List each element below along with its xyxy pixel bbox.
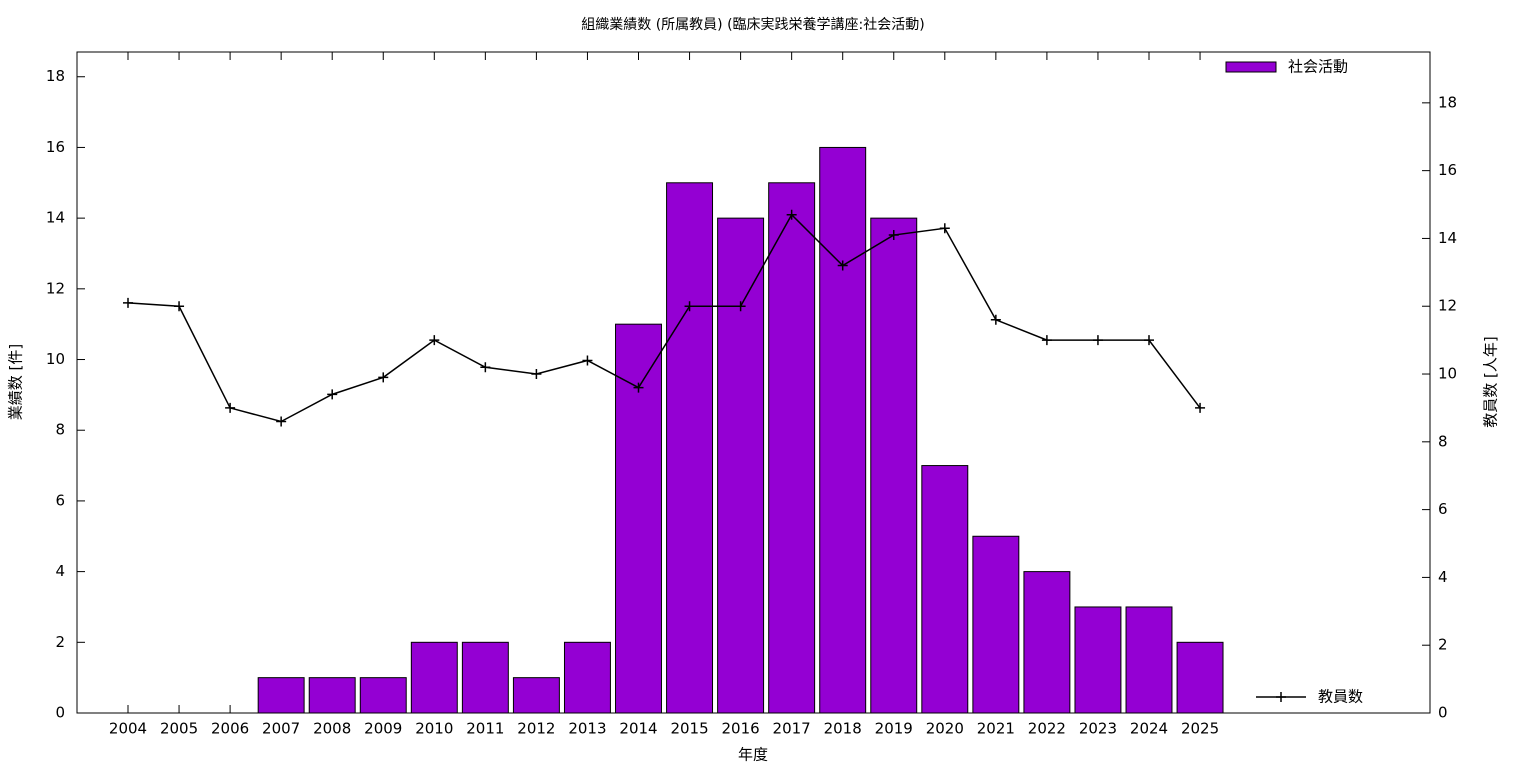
y2-tick-label: 16 [1438, 161, 1457, 179]
x-tick-label: 2023 [1079, 720, 1117, 738]
point [837, 260, 848, 271]
y2-tick-label: 2 [1438, 636, 1448, 654]
y-tick-label: 18 [46, 67, 65, 85]
point [786, 209, 797, 220]
x-tick-label: 2004 [109, 720, 147, 738]
x-tick-label: 2022 [1028, 720, 1066, 738]
point [480, 362, 491, 373]
x-tick-label: 2005 [160, 720, 198, 738]
x-tick-label: 2010 [415, 720, 453, 738]
point [1195, 402, 1206, 413]
x-tick-label: 2016 [722, 720, 760, 738]
bar [972, 535, 1020, 714]
x-tick-label: 2021 [977, 720, 1015, 738]
bar [1125, 606, 1173, 714]
line [127, 213, 1201, 423]
y2-tick-label: 18 [1438, 93, 1457, 111]
point [1092, 335, 1103, 346]
x-tick-label: 2017 [773, 720, 811, 738]
x-tick-label: 2013 [568, 720, 606, 738]
y-tick-label: 6 [55, 491, 65, 509]
y2-tick-label: 0 [1438, 704, 1448, 722]
x-tick-label: 2019 [875, 720, 913, 738]
bar [666, 182, 714, 714]
bar [1023, 571, 1071, 714]
x-tick-label: 2024 [1130, 720, 1168, 738]
x-tick-label: 2014 [619, 720, 657, 738]
x-tick-label: 2011 [466, 720, 504, 738]
bar [615, 323, 662, 714]
point [225, 402, 236, 413]
point [1041, 335, 1052, 346]
y2-axis-label: 教員数 [人年] [1482, 336, 1500, 427]
y2-tick-label: 10 [1438, 365, 1457, 383]
y2-tick-label: 14 [1438, 229, 1457, 247]
x-tick-label: 2012 [517, 720, 555, 738]
y2-tick-label: 12 [1438, 297, 1457, 315]
bar [563, 641, 611, 714]
legend-label: 社会活動 [1288, 58, 1348, 76]
point [939, 223, 950, 234]
point [378, 372, 389, 383]
y-axis-label: 業績数 [件] [7, 344, 25, 420]
bar [921, 465, 969, 714]
bar [870, 217, 918, 714]
point [276, 416, 287, 427]
y-tick-label: 8 [55, 421, 65, 439]
y2-tick-label: 6 [1438, 500, 1448, 518]
y2-tick-label: 4 [1438, 568, 1448, 586]
point [582, 355, 593, 366]
bar [512, 677, 560, 714]
point [684, 301, 695, 312]
bar [410, 641, 458, 714]
bar [1176, 641, 1224, 714]
legend-label: 教員数 [1318, 688, 1363, 706]
x-tick-label: 2015 [670, 720, 708, 738]
point [1144, 335, 1154, 346]
y-tick-label: 2 [55, 633, 65, 651]
point [633, 382, 644, 393]
y-tick-label: 10 [46, 350, 65, 368]
bar [308, 677, 356, 714]
point [429, 335, 440, 346]
bar [768, 182, 816, 714]
point [888, 230, 899, 241]
y-tick-label: 12 [46, 279, 65, 297]
bar [359, 677, 407, 714]
x-tick-label: 2025 [1181, 720, 1219, 738]
y-tick-label: 16 [46, 138, 65, 156]
x-tick-label: 2008 [313, 720, 351, 738]
point [123, 297, 133, 308]
x-axis-label: 年度 [738, 746, 768, 764]
bar [1074, 606, 1122, 714]
bar [461, 641, 509, 714]
point [990, 314, 1001, 325]
bar [257, 677, 305, 714]
x-tick-label: 2020 [926, 720, 964, 738]
bar [819, 146, 867, 714]
chart-title: 組織業績数 (所属教員) (臨床実践栄養学講座:社会活動) [581, 16, 924, 33]
point [327, 389, 338, 400]
point [531, 369, 542, 380]
y-tick-label: 14 [46, 209, 65, 227]
point [174, 301, 185, 312]
bar [717, 217, 765, 714]
x-tick-label: 2009 [364, 720, 402, 738]
legend-swatch [1276, 692, 1286, 702]
x-tick-label: 2018 [824, 720, 862, 738]
y-tick-label: 0 [55, 704, 65, 722]
y-tick-label: 4 [55, 562, 65, 580]
legend-swatch [1225, 61, 1277, 73]
point [735, 301, 746, 312]
x-tick-label: 2007 [262, 720, 300, 738]
y2-tick-label: 8 [1438, 432, 1448, 450]
x-tick-label: 2006 [211, 720, 249, 738]
